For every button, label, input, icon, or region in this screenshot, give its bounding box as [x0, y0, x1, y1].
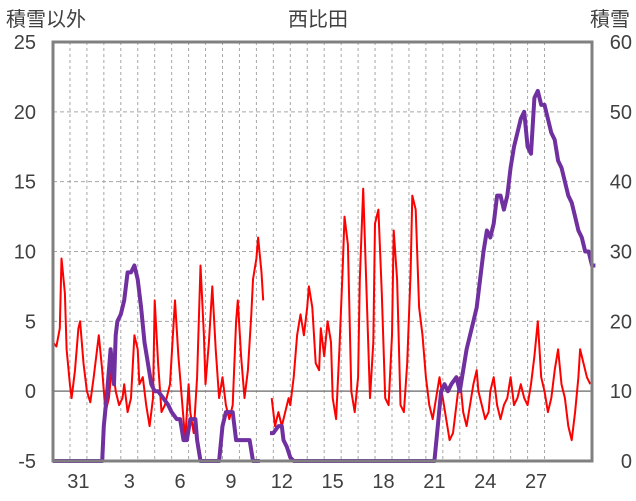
x-tick-0: 31	[67, 471, 89, 493]
left-tick-3: 10	[14, 242, 36, 264]
right-tick-6: 60	[610, 32, 632, 54]
x-tick-8: 24	[474, 471, 496, 493]
snow-depth-line-2	[53, 263, 260, 463]
left-tick-4: 15	[14, 172, 36, 194]
right-tick-2: 20	[610, 311, 632, 333]
x-tick-4: 12	[271, 471, 293, 493]
temperature-line-1	[270, 187, 592, 442]
right-tick-5: 50	[610, 102, 632, 124]
x-tick-1: 3	[124, 471, 135, 493]
x-tick-5: 15	[322, 471, 344, 493]
right-axis-label: 積雪	[590, 7, 630, 31]
plot-frame	[51, 40, 594, 463]
left-tick-6: 25	[14, 32, 36, 54]
left-axis-label: 積雪以外	[6, 7, 86, 31]
left-tick-2: 5	[25, 311, 36, 333]
x-tick-labels: 31 3 6 9 12 15 18 21 24 27	[67, 471, 547, 493]
right-tick-1: 10	[610, 381, 632, 403]
x-tick-2: 6	[175, 471, 186, 493]
right-tick-0: 0	[621, 451, 632, 473]
left-tick-labels: -5 0 5 10 15 20 25	[14, 32, 36, 473]
x-tick-7: 21	[423, 471, 445, 493]
major-gridlines	[53, 41, 592, 462]
right-tick-labels: 0 10 20 30 40 50 60	[610, 32, 632, 473]
left-tick-0: -5	[18, 451, 36, 473]
x-tick-3: 9	[225, 471, 236, 493]
chart-title: 西比田	[288, 7, 348, 31]
snow-depth-line-3	[270, 88, 596, 463]
left-tick-5: 20	[14, 102, 36, 124]
x-tick-9: 27	[525, 471, 547, 493]
temperature-line-0	[52, 236, 265, 442]
right-tick-4: 40	[610, 172, 632, 194]
x-tick-6: 18	[372, 471, 394, 493]
left-tick-1: 0	[25, 381, 36, 403]
series-group	[52, 88, 596, 463]
right-tick-3: 30	[610, 242, 632, 264]
